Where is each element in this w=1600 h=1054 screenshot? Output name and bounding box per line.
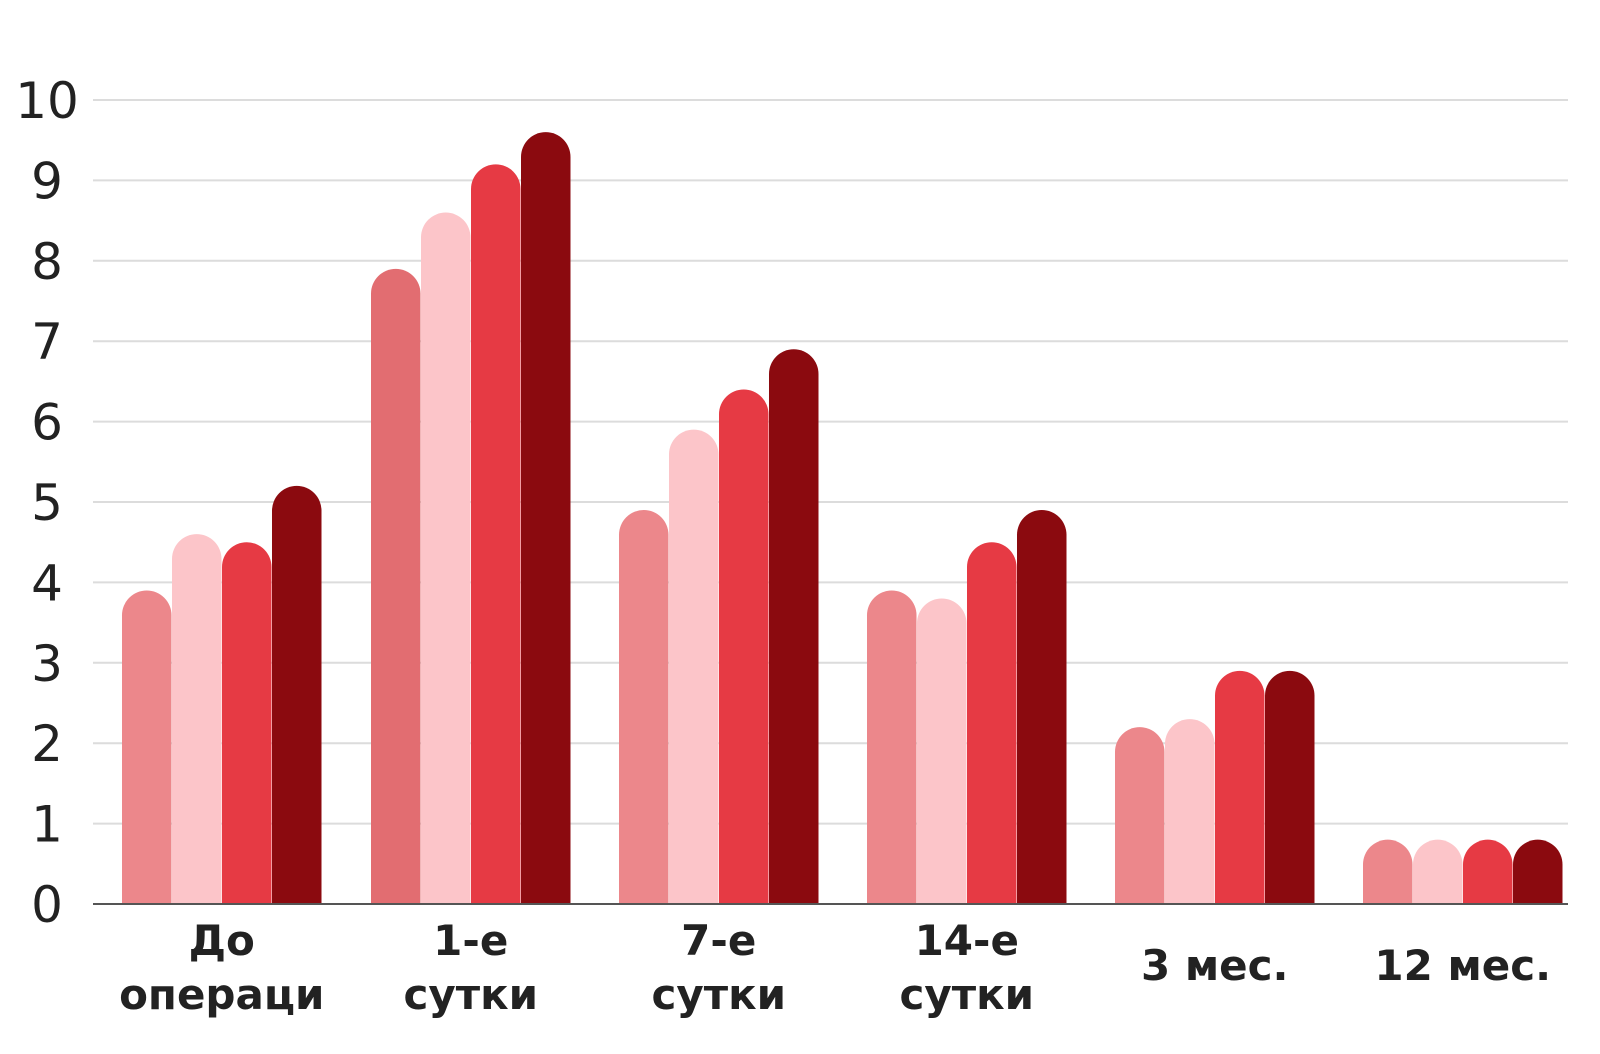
bar [1215, 670, 1265, 904]
x-tick-label-line: сутки [403, 970, 538, 1019]
bar [122, 590, 172, 904]
x-tick-label: 3 мес. [1141, 941, 1289, 990]
bar [867, 590, 917, 904]
x-tick-label-line: 1-е [433, 916, 508, 965]
bar [172, 534, 222, 904]
y-tick-label: 0 [31, 876, 63, 934]
y-tick-label: 6 [31, 394, 63, 452]
x-tick-label: 12 мес. [1374, 941, 1551, 990]
bar [222, 542, 272, 904]
y-tick-label: 9 [31, 152, 63, 210]
x-tick-label-line: операци [119, 970, 324, 1019]
bar [1513, 839, 1563, 904]
y-tick-label: 4 [31, 554, 63, 612]
y-tick-label: 8 [31, 233, 63, 291]
bar [421, 212, 471, 904]
x-tick-label: 7-е сутки [651, 916, 786, 1019]
x-tick-label-line: сутки [899, 970, 1034, 1019]
bar [1363, 839, 1413, 904]
x-tick-label: До операци [119, 916, 324, 1019]
x-tick-label-line: 12 мес. [1374, 941, 1551, 990]
gridlines [93, 99, 1568, 825]
bar [1463, 839, 1513, 904]
bar [471, 164, 521, 904]
bar [917, 598, 967, 904]
y-tick-label: 5 [31, 474, 63, 532]
bar [1165, 719, 1215, 904]
y-tick-label: 3 [31, 635, 63, 693]
x-tick-label-line: 7-е [681, 916, 756, 965]
bar [371, 268, 421, 905]
bar [1115, 727, 1165, 904]
x-tick-label-line: 3 мес. [1141, 941, 1289, 990]
bar [619, 510, 669, 904]
bar [1017, 510, 1067, 904]
bar [1265, 670, 1315, 904]
x-tick-label-line: 14-е [915, 916, 1019, 965]
x-tick-label: 1-е сутки [403, 916, 538, 1019]
bar [967, 542, 1017, 904]
bar [719, 389, 769, 904]
bar [769, 349, 819, 904]
x-tick-label-line: До [189, 916, 255, 965]
x-tick-label: 14-е сутки [899, 916, 1034, 1019]
y-axis-ticks: 0 1 2 3 4 5 6 7 8 9 10 [15, 72, 79, 934]
y-tick-label: 10 [15, 72, 79, 130]
y-tick-label: 2 [31, 715, 63, 773]
bar [669, 429, 719, 904]
bar [272, 485, 322, 904]
x-axis-ticks: До операци 1-е сутки 7-е сутки 14-е сутки 3 мес.… [119, 916, 1551, 1019]
bar [521, 132, 571, 904]
y-tick-label: 7 [31, 313, 63, 371]
bar [1413, 839, 1463, 904]
y-tick-label: 1 [31, 796, 63, 854]
x-tick-label-line: сутки [651, 970, 786, 1019]
bars [122, 132, 1563, 905]
